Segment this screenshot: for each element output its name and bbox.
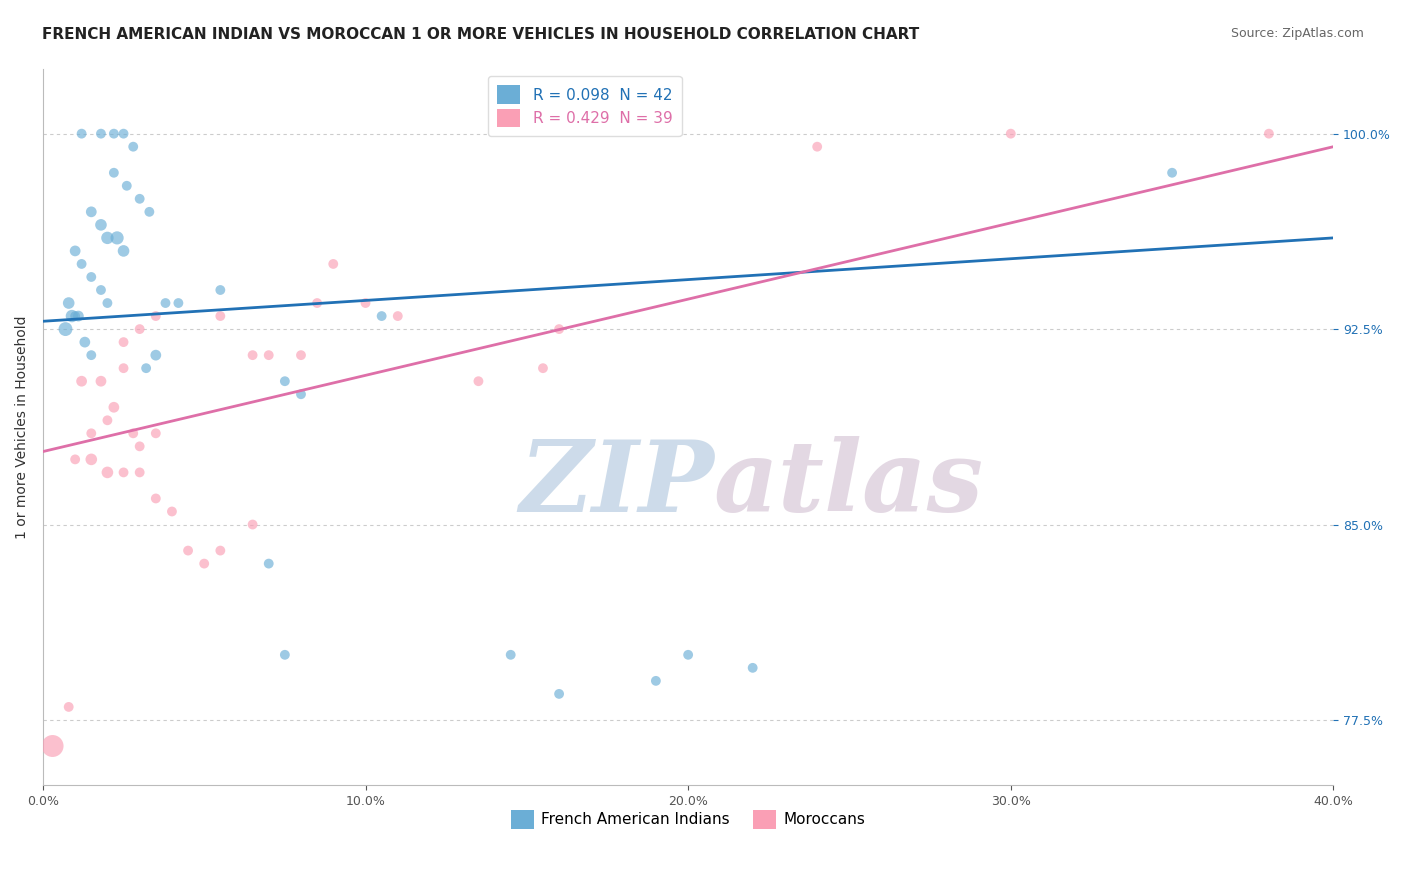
Point	[145, 348, 167, 362]
Point	[41, 739, 63, 753]
Point	[90, 283, 112, 297]
Y-axis label: 1 or more Vehicles in Household: 1 or more Vehicles in Household	[15, 315, 30, 539]
Point	[122, 139, 145, 153]
Point	[128, 466, 150, 480]
Point	[145, 491, 167, 506]
Point	[290, 348, 312, 362]
Text: ZIP: ZIP	[519, 436, 714, 533]
Point	[806, 139, 828, 153]
Point	[387, 309, 409, 323]
Point	[548, 687, 571, 701]
Point	[90, 127, 112, 141]
Point	[103, 166, 125, 180]
Point	[115, 178, 138, 193]
Point	[112, 361, 135, 376]
Point	[644, 673, 666, 688]
Point	[209, 283, 232, 297]
Point	[209, 309, 232, 323]
Point	[145, 426, 167, 441]
Point	[177, 543, 200, 558]
Point	[193, 557, 215, 571]
Point	[70, 374, 93, 388]
Point	[676, 648, 699, 662]
Point	[274, 374, 297, 388]
Point	[73, 335, 96, 350]
Point	[354, 296, 377, 310]
Point	[67, 309, 90, 323]
Point	[90, 374, 112, 388]
Point	[160, 504, 183, 518]
Point	[58, 296, 80, 310]
Point	[96, 296, 118, 310]
Point	[128, 439, 150, 453]
Point	[257, 557, 280, 571]
Point	[322, 257, 344, 271]
Legend: French American Indians, Moroccans: French American Indians, Moroccans	[505, 804, 872, 835]
Point	[55, 322, 77, 336]
Point	[167, 296, 190, 310]
Point	[138, 204, 160, 219]
Point	[290, 387, 312, 401]
Point	[307, 296, 329, 310]
Point	[96, 413, 118, 427]
Point	[80, 452, 103, 467]
Point	[155, 296, 177, 310]
Point	[80, 270, 103, 285]
Point	[90, 218, 112, 232]
Point	[467, 374, 489, 388]
Point	[80, 426, 103, 441]
Point	[103, 401, 125, 415]
Point	[548, 322, 571, 336]
Point	[70, 127, 93, 141]
Point	[112, 466, 135, 480]
Text: FRENCH AMERICAN INDIAN VS MOROCCAN 1 OR MORE VEHICLES IN HOUSEHOLD CORRELATION C: FRENCH AMERICAN INDIAN VS MOROCCAN 1 OR …	[42, 27, 920, 42]
Point	[1161, 166, 1184, 180]
Point	[80, 348, 103, 362]
Point	[531, 361, 554, 376]
Point	[112, 244, 135, 258]
Point	[105, 231, 128, 245]
Point	[103, 127, 125, 141]
Point	[257, 348, 280, 362]
Point	[112, 335, 135, 350]
Point	[70, 257, 93, 271]
Point	[58, 700, 80, 714]
Point	[1257, 127, 1279, 141]
Point	[1000, 127, 1022, 141]
Text: atlas: atlas	[714, 436, 984, 533]
Point	[128, 192, 150, 206]
Point	[63, 244, 86, 258]
Point	[60, 309, 83, 323]
Point	[122, 426, 145, 441]
Point	[242, 517, 264, 532]
Point	[499, 648, 522, 662]
Point	[741, 661, 763, 675]
Point	[63, 309, 86, 323]
Point	[242, 348, 264, 362]
Point	[96, 466, 118, 480]
Point	[145, 309, 167, 323]
Point	[96, 231, 118, 245]
Point	[63, 452, 86, 467]
Point	[80, 204, 103, 219]
Point	[209, 543, 232, 558]
Point	[135, 361, 157, 376]
Text: Source: ZipAtlas.com: Source: ZipAtlas.com	[1230, 27, 1364, 40]
Point	[112, 127, 135, 141]
Point	[128, 322, 150, 336]
Point	[370, 309, 392, 323]
Point	[274, 648, 297, 662]
